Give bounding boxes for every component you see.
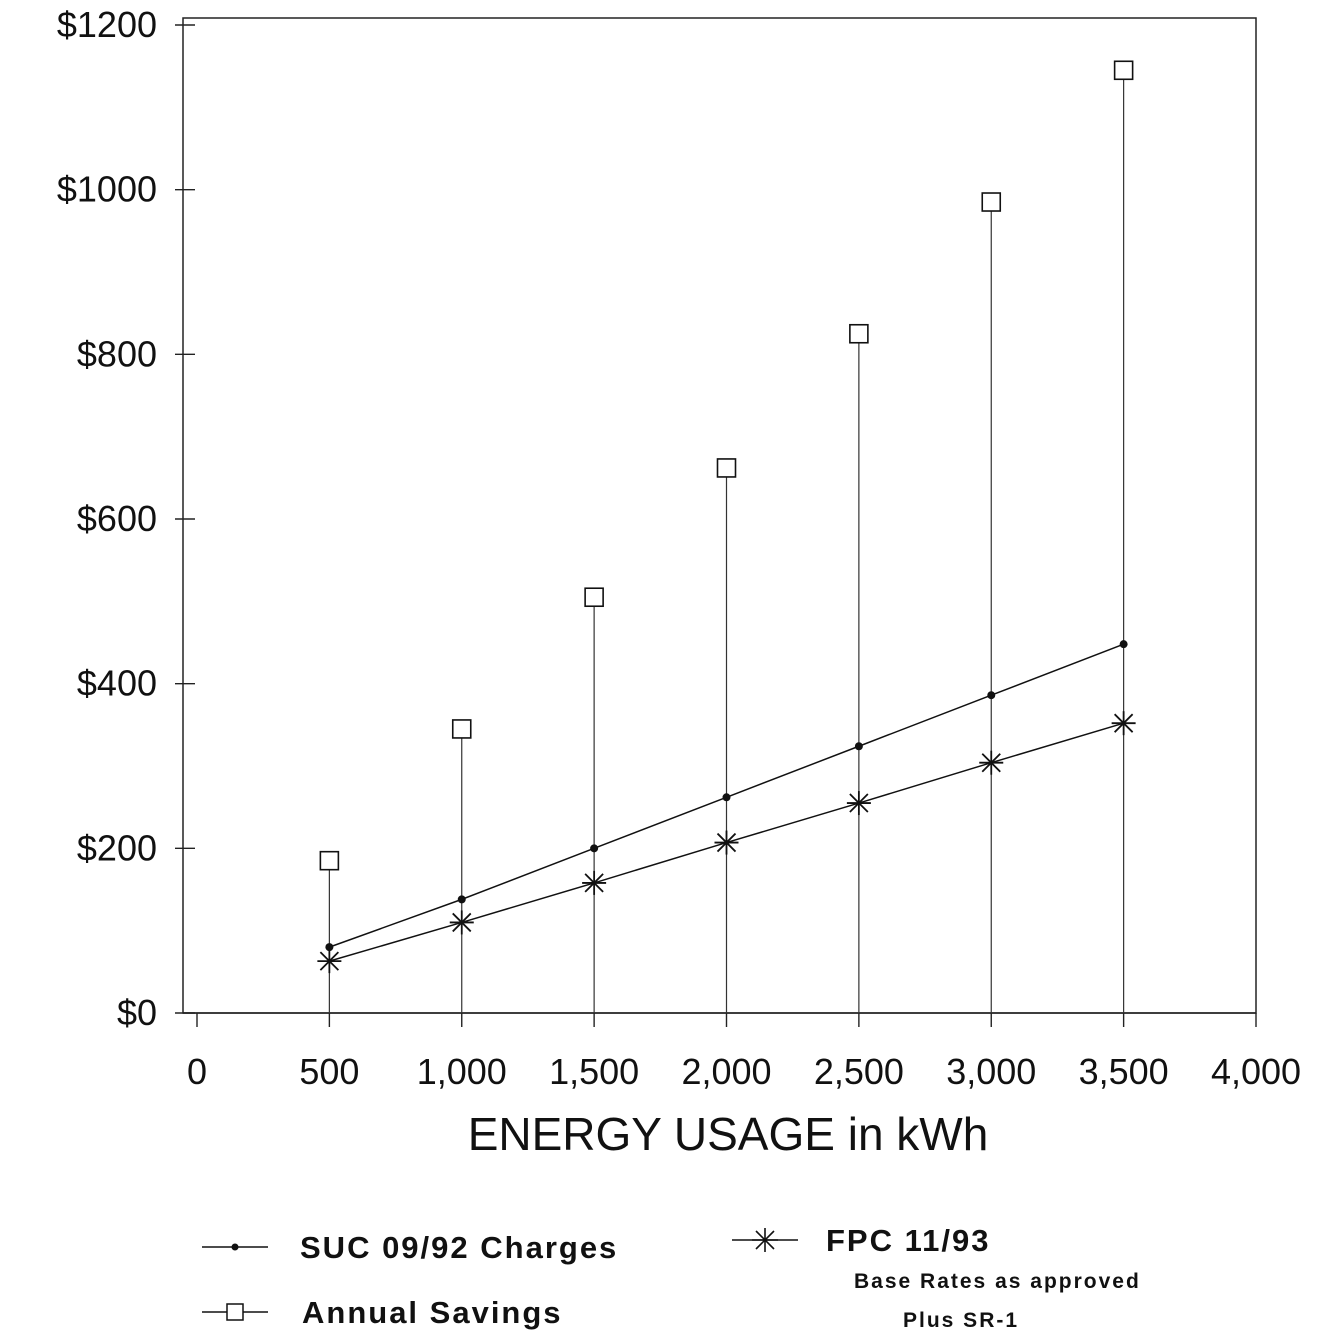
savings-point: [1113, 60, 1134, 81]
x-tick-label: 3,000: [946, 1051, 1036, 1092]
x-tick-label: 1,500: [549, 1051, 639, 1092]
legend: SUC 09/92 Charges Annual Savings FPC 11/…: [202, 1223, 1141, 1332]
legend-note-line-2: Plus SR-1: [903, 1309, 1019, 1332]
suc-point: [590, 844, 599, 853]
savings-point: [849, 323, 869, 344]
x-tick-label: 2,000: [681, 1051, 771, 1092]
y-tick-label: $200: [77, 827, 157, 868]
savings-point: [451, 719, 472, 739]
fpc-point: [1111, 711, 1136, 736]
legend-item-suc: SUC 09/92 Charges: [202, 1230, 618, 1265]
y-tick-label: $400: [77, 663, 157, 704]
legend-label-suc: SUC 09/92 Charges: [300, 1230, 618, 1265]
x-tick-label: 500: [299, 1051, 359, 1092]
x-axis-title: ENERGY USAGE in kWh: [468, 1108, 989, 1160]
y-tick-label: $1000: [57, 169, 157, 210]
savings-point: [716, 458, 737, 478]
legend-swatch-suc-dot: [231, 1243, 239, 1251]
fpc-point: [846, 791, 871, 816]
fpc-point: [449, 910, 474, 935]
legend-item-fpc: FPC 11/93 Base Rates as approved Plus SR…: [732, 1223, 1141, 1332]
suc-point: [722, 793, 731, 802]
savings-point: [584, 587, 604, 608]
x-tick-label: 0: [187, 1051, 207, 1092]
plot-frame: [182, 17, 1257, 1014]
x-tick-label: 3,500: [1079, 1051, 1169, 1092]
y-tick-label: $1200: [57, 4, 157, 45]
savings-point: [319, 850, 340, 871]
legend-label-savings: Annual Savings: [302, 1295, 563, 1330]
y-tick-label: $0: [117, 992, 157, 1033]
suc-point: [1119, 640, 1128, 649]
fpc-point: [582, 870, 607, 895]
fpc-point: [979, 750, 1004, 775]
legend-item-savings: Annual Savings: [202, 1295, 563, 1330]
suc-point: [987, 691, 996, 700]
legend-note-line-1: Base Rates as approved: [854, 1270, 1141, 1293]
y-tick-label: $600: [77, 498, 157, 539]
x-tick-label: 1,000: [417, 1051, 507, 1092]
x-tick-label: 2,500: [814, 1051, 904, 1092]
legend-label-fpc: FPC 11/93: [826, 1223, 990, 1258]
x-tick-label: 4,000: [1211, 1051, 1301, 1092]
y-tick-label: $800: [77, 333, 157, 374]
suc-point: [854, 742, 863, 751]
legend-swatch-savings-square: [226, 1303, 244, 1321]
suc-point: [325, 943, 334, 952]
legend-swatch-fpc-star: [752, 1228, 778, 1252]
fpc-point: [317, 949, 342, 974]
fpc-point: [714, 830, 739, 855]
suc-point: [457, 895, 466, 904]
savings-point: [981, 192, 1002, 212]
